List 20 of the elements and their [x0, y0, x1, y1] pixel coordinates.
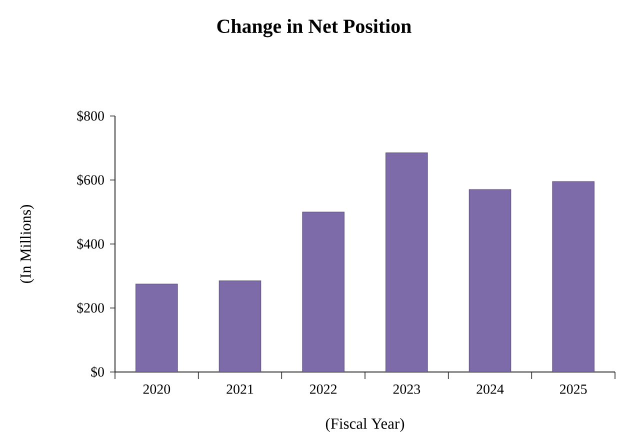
- x-tick-label: 2022: [310, 384, 337, 394]
- bar: [468, 189, 512, 372]
- x-tick-label: 2024: [476, 384, 504, 394]
- bar: [552, 181, 594, 372]
- x-tick-label: 2021: [226, 384, 254, 394]
- y-tick-label: $800: [77, 110, 104, 122]
- y-axis-title: (In Millions): [20, 205, 34, 284]
- y-tick-label: $200: [77, 302, 104, 314]
- x-tick-label: 2025: [560, 384, 587, 394]
- y-tick-label: $600: [77, 174, 104, 186]
- y-tick-label: $0: [91, 366, 104, 378]
- x-tick-label: 2023: [393, 384, 420, 394]
- x-axis-title: (Fiscal Year): [326, 418, 404, 432]
- x-tick-label: 2020: [143, 384, 170, 394]
- y-tick-label: $400: [77, 238, 104, 250]
- bar: [386, 152, 428, 372]
- bar: [136, 284, 178, 372]
- bar: [218, 280, 262, 372]
- bar: [302, 212, 344, 372]
- chart-title: Change in Net Position: [217, 18, 412, 38]
